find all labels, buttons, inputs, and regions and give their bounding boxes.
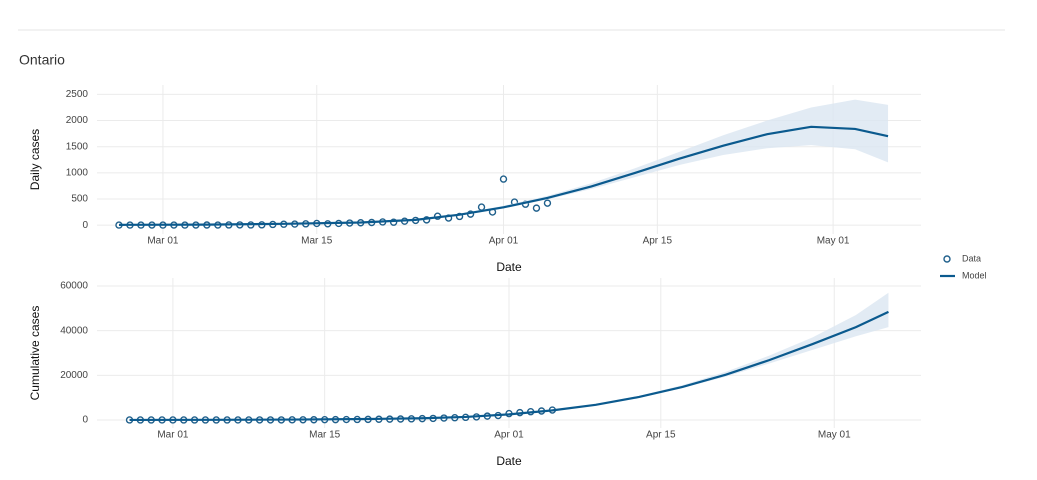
x-axis-title: Date [496,454,522,468]
legend-symbol [943,255,951,263]
x-tick-label: Apr 15 [643,236,673,247]
y-axis-title: Cumulative cases [28,306,42,401]
data-point [477,203,486,211]
x-axis-title: Date [496,260,522,274]
data-point [543,199,552,207]
confidence-band [118,99,889,225]
x-tick-label: Mar 15 [309,430,341,441]
x-tick-label: Apr 01 [489,236,519,247]
legend-label: Model [962,270,987,280]
x-tick-label: Mar 01 [157,430,189,441]
legend-label: Data [962,253,981,263]
x-tick-label: Mar 15 [301,236,333,247]
model-line [118,125,889,226]
x-tick-label: May 01 [817,236,850,247]
model-line [129,310,889,422]
x-tick-label: Mar 01 [147,236,179,247]
x-tick-label: May 01 [818,430,851,441]
y-tick-label: 500 [71,194,88,205]
y-tick-label: 60000 [60,281,88,292]
x-tick-label: Apr 15 [646,430,676,441]
y-tick-label: 20000 [60,370,88,381]
data-point [499,175,508,183]
x-tick-label: Apr 01 [494,430,524,441]
y-tick-label: 2500 [66,89,89,100]
y-tick-label: 40000 [60,325,88,336]
page-title: Ontario [19,52,65,68]
data-point [532,204,541,212]
y-tick-label: 0 [82,220,88,231]
y-tick-label: 2000 [66,115,89,126]
y-tick-label: 0 [82,415,88,426]
y-axis-title: Daily cases [28,129,42,190]
y-tick-label: 1000 [66,167,89,178]
y-tick-label: 1500 [66,141,89,152]
